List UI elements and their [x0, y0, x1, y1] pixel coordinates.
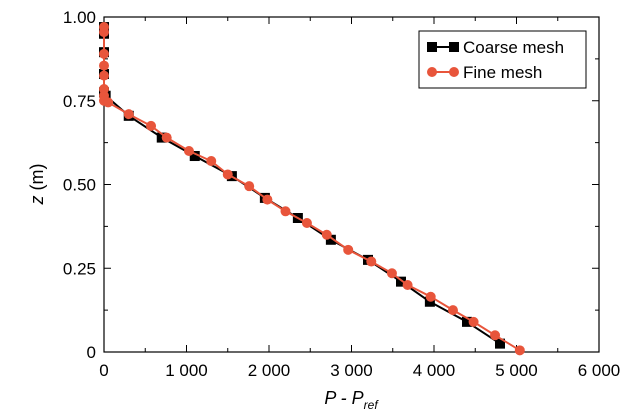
- data-point-circle: [206, 156, 217, 167]
- x-tick-label: 3 000: [330, 361, 373, 380]
- x-tick-label: 0: [99, 361, 108, 380]
- x-axis-label-subscript: ref: [364, 398, 380, 412]
- data-point-circle: [99, 27, 109, 38]
- data-point-circle: [402, 280, 413, 290]
- data-point-circle: [321, 229, 332, 240]
- y-axis-label-unit: (m): [27, 164, 47, 196]
- data-point-circle: [99, 60, 109, 71]
- data-point-circle: [366, 256, 377, 267]
- x-tick-label: 1 000: [165, 361, 208, 380]
- x-axis-label-main: P - P: [324, 388, 363, 408]
- y-tick-label: 0.50: [63, 176, 96, 195]
- data-point-circle: [447, 305, 458, 316]
- data-point-circle: [280, 206, 291, 217]
- data-point-square: [396, 276, 406, 287]
- legend-box: [418, 30, 587, 89]
- data-point-square: [462, 316, 472, 327]
- data-point-circle: [343, 244, 354, 255]
- x-tick-label: 4 000: [413, 361, 456, 380]
- data-point-circle: [490, 330, 501, 341]
- legend-marker-coarse-right: [449, 42, 459, 52]
- x-tick-label: 2 000: [248, 361, 291, 380]
- y-axis-label-var: z: [27, 195, 47, 205]
- data-point-circle: [103, 97, 114, 108]
- data-point-circle: [244, 181, 255, 192]
- data-point-square: [495, 338, 505, 349]
- legend-marker-coarse-left: [427, 42, 437, 52]
- legend-label-fine: Fine mesh: [463, 63, 542, 82]
- legend-marker-fine-left: [427, 67, 437, 77]
- data-point-circle: [123, 109, 134, 120]
- data-point-circle: [514, 345, 525, 356]
- data-point-circle: [386, 268, 397, 279]
- series-fine-mesh: [99, 22, 525, 356]
- y-tick-label: 1.00: [63, 8, 96, 27]
- y-tick-label: 0.25: [63, 259, 96, 278]
- series-layer: [99, 22, 525, 356]
- y-axis-label: z (m): [27, 164, 47, 206]
- data-point-circle: [262, 194, 273, 205]
- y-tick-label: 0: [87, 343, 96, 362]
- data-point-circle: [99, 70, 109, 81]
- y-axis: 0 0.25 0.50 0.75 1.00: [63, 8, 599, 362]
- data-point-circle: [146, 120, 157, 131]
- x-axis: 0 1 000 2 000 3 000 4 000 5 000 6 000: [99, 17, 620, 380]
- x-tick-label: 6 000: [578, 361, 621, 380]
- data-point-circle: [425, 291, 436, 302]
- y-tick-label: 0.75: [63, 92, 96, 111]
- data-point-circle: [99, 48, 109, 59]
- data-point-circle: [161, 132, 172, 143]
- x-axis-label: P - Pref: [324, 388, 379, 412]
- data-point-circle: [468, 316, 479, 327]
- data-point-square: [325, 234, 336, 245]
- legend: Coarse mesh Fine mesh: [418, 30, 587, 89]
- data-point-circle: [183, 146, 194, 156]
- data-point-square: [424, 296, 435, 307]
- x-tick-label: 5 000: [495, 361, 538, 380]
- data-point-circle: [222, 169, 233, 180]
- legend-marker-fine-right: [449, 67, 459, 77]
- legend-label-coarse: Coarse mesh: [463, 38, 564, 57]
- data-point-square: [189, 151, 200, 162]
- data-point-circle: [301, 218, 312, 229]
